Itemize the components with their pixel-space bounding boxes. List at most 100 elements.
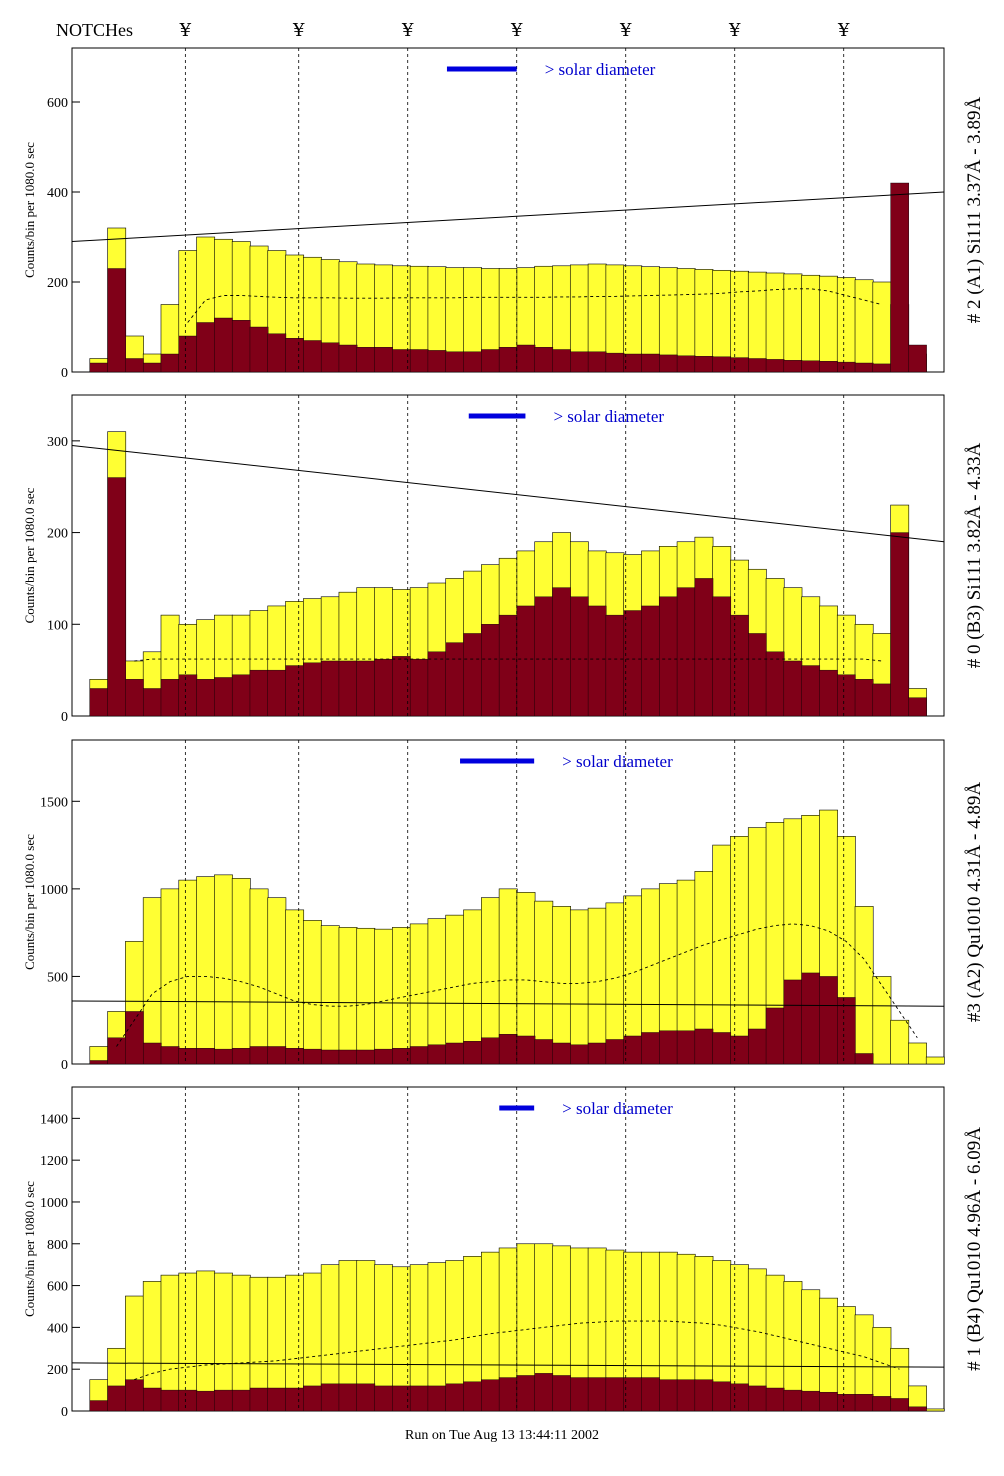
panel-3-sub-bar-19 [409,1385,429,1412]
panel-1-sub-bar-44 [854,679,874,717]
panel-1-sub-bar-43 [837,674,856,717]
panel-0-sub-bar-42 [819,361,838,373]
panel-1-sub-bar-31 [623,610,643,717]
panel-0-sub-bar-6 [178,335,198,373]
panel-0-sub-bar-12 [285,338,304,373]
panel-2-sub-bar-21 [445,1042,465,1065]
panel-3-sub-bar-45 [872,1396,892,1412]
panel-3-title: # 1 (B4) Qu1010 4.96Å - 6.09Å [964,1127,985,1371]
panel-2-ytick-label-1: 500 [47,970,68,985]
panel-0-sub-bar-28 [570,351,589,373]
panel-2-total-bar-10 [249,888,269,1065]
panel-3-sub-bar-43 [837,1394,856,1412]
panel-0-ytick-label-1: 200 [47,276,68,291]
panel-0-total-bar-44 [854,279,874,373]
panel-0-sub-bar-30 [605,352,625,373]
panel-2-total-bar-28 [569,909,589,1065]
panel-2-sub-bar-32 [641,1032,660,1065]
panel-0-sub-bar-1 [89,362,109,373]
panel-2-sub-bar-1 [89,1060,109,1065]
notch-marker-7: ¥ [837,20,850,41]
panel-3-ytick-label-7: 1400 [40,1112,68,1127]
panel-3-sub-bar-8 [214,1389,233,1412]
panel-0-sub-bar-31 [623,353,643,373]
panel-3-sub-bar-13 [303,1385,322,1412]
panel-0-sub-bar-25 [516,344,536,373]
notch-marker-1: ¥ [179,20,192,41]
panel-2-total-bar-11 [267,897,287,1065]
panel-1-sub-bar-24 [498,614,518,717]
panel-1-sub-bar-20 [427,651,447,717]
panel-2-total-bar-13 [303,920,322,1065]
panel-2-sub-bar-22 [463,1041,482,1065]
panel-2-legend-text: > solar diameter [562,752,673,771]
panel-1-sub-bar-42 [819,669,838,717]
panel-0-sub-bar-32 [641,353,660,373]
panel-1-continuum-line [134,658,882,662]
panel-1-sub-bar-21 [445,642,465,717]
panel-0-title: # 2 (A1) Si111 3.37Å - 3.89Å [964,96,985,323]
panel-2-total-bar-15 [338,927,358,1065]
panel-3-ytick-label-6: 1200 [40,1154,68,1169]
panel-3-sub-bar-14 [320,1383,340,1412]
panel-3-sub-bar-4 [142,1387,162,1412]
panel-2-sub-bar-12 [285,1048,304,1065]
panel-3-sub-bar-12 [285,1387,304,1412]
panel-0-sub-bar-45 [872,363,892,373]
panel-0-sub-bar-9 [231,320,251,373]
panel-3-sub-bar-36 [712,1381,732,1412]
panel-2-sub-bar-43 [837,997,856,1065]
panel-1-title: # 0 (B3) Si111 3.82Å - 4.33Å [964,442,985,668]
panel-1-sub-bar-46 [890,532,910,717]
panel-0-sub-bar-47 [908,344,927,373]
panel-2-sub-bar-19 [409,1046,429,1065]
panel-2-total-bar-48 [925,1056,945,1065]
panel-3-sub-bar-32 [641,1377,660,1412]
panel-2-ylabel: Counts/bin per 1080.0 sec [22,834,37,970]
panel-2-sub-bar-34 [676,1030,696,1065]
panel-0-total-bar-42 [819,275,838,373]
panel-1-sub-bar-5 [160,679,180,717]
panel-0-sub-bar-11 [267,333,287,373]
panel-0-sub-bar-27 [552,349,571,373]
panel-0-sub-bar-36 [712,356,732,373]
panel-3-sub-bar-40 [783,1389,803,1412]
notch-marker-4: ¥ [510,20,523,41]
panel-3-sub-bar-39 [765,1387,785,1412]
panel-0-total-bar-45 [872,281,892,373]
panel-2-sub-bar-11 [267,1046,287,1065]
panel-2-sub-bar-9 [231,1048,251,1065]
panel-1-ytick-label-3: 300 [47,435,68,450]
panel-0-sub-bar-16 [356,347,376,373]
panel-3-sub-bar-21 [445,1383,465,1412]
panel-1-sub-bar-8 [214,677,233,717]
panel-0-sub-bar-8 [214,317,233,373]
panel-1-ylabel: Counts/bin per 1080.0 sec [22,487,37,623]
panel-2-ytick-label-2: 1000 [40,883,68,898]
panel-3-sub-bar-38 [748,1385,767,1412]
panel-2-total-bar-5 [160,888,180,1065]
panel-3-sub-bar-20 [427,1385,447,1412]
panel-3-sub-bar-44 [854,1394,874,1412]
panel-3-sub-bar-27 [552,1375,571,1412]
panel-3-sub-bar-24 [498,1377,518,1412]
panel-0-total-bar-41 [801,274,821,373]
panel-0-total-bar-43 [836,277,856,373]
panel-2-total-bar-29 [587,907,607,1065]
panel-3-continuum-line [134,1320,900,1381]
panel-3-sub-bar-34 [676,1379,696,1412]
panel-3-sub-bar-10 [249,1387,269,1412]
panel-2-total-bar-20 [427,918,447,1065]
panel-2-trend-line [71,1000,945,1007]
panel-3-sub-bar-7 [196,1390,215,1412]
panel-2-sub-bar-5 [160,1046,180,1065]
panel-2-total-bar-14 [320,925,340,1065]
panel-2-sub-bar-26 [534,1039,554,1065]
panel-3-sub-bar-35 [694,1379,714,1412]
panel-2-sub-bar-41 [801,972,821,1065]
panel-1-sub-bar-40 [783,660,803,717]
panel-3-ytick-label-3: 600 [47,1280,68,1295]
panel-0-ylabel: Counts/bin per 1080.0 sec [22,142,37,278]
panel-1-sub-bar-6 [178,674,198,717]
